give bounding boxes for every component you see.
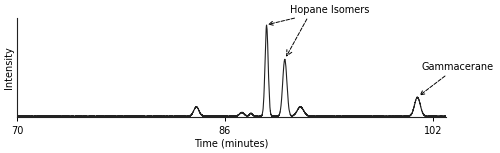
Y-axis label: Intensity: Intensity — [4, 46, 14, 89]
Text: Hopane Isomers: Hopane Isomers — [269, 5, 370, 25]
Text: Gammacerane: Gammacerane — [420, 62, 494, 95]
X-axis label: Time (minutes): Time (minutes) — [194, 139, 268, 149]
